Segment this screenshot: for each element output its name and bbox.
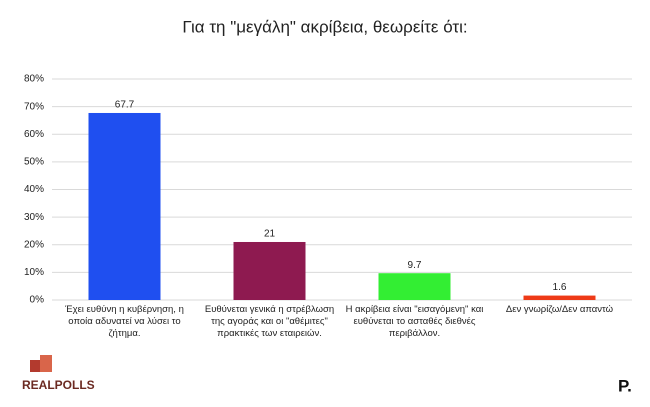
logo-block: [40, 355, 52, 372]
y-tick-label: 70%: [24, 101, 44, 112]
value-label: 1.6: [553, 282, 567, 293]
x-tick-label: Έχει ευθύνη η κυβέρνηση, η οποία αδυνατε…: [65, 304, 184, 339]
value-label: 21: [264, 229, 276, 240]
x-tick-label: Δεν γνωρίζω/Δεν απαντώ: [505, 304, 614, 315]
category-label-box: Η ακρίβεια είναι "εισαγόμενη" και ευθύνε…: [345, 304, 484, 339]
logo-left: REALPOLLS: [22, 355, 95, 392]
bar: [378, 273, 451, 300]
y-tick-label: 80%: [24, 74, 44, 85]
logo-right: P.: [618, 376, 632, 395]
value-label: 67.7: [115, 100, 135, 111]
y-tick-label: 0%: [30, 295, 45, 306]
category-label-box: Ευθύνεται γενικά η στρέβλωση της αγοράς …: [204, 304, 335, 339]
chart-title: Για τη "μεγάλη" ακρίβεια, θεωρείτε ότι:: [182, 17, 467, 36]
x-tick-label: Ευθύνεται γενικά η στρέβλωση της αγοράς …: [204, 304, 335, 339]
y-tick-label: 50%: [24, 157, 44, 168]
y-tick-label: 40%: [24, 184, 44, 195]
x-tick-label: Η ακρίβεια είναι "εισαγόμενη" και ευθύνε…: [345, 304, 484, 339]
bar: [88, 112, 161, 300]
bar: [523, 295, 596, 300]
category-label-box: Έχει ευθύνη η κυβέρνηση, η οποία αδυνατε…: [65, 304, 184, 339]
value-label: 9.7: [408, 260, 422, 271]
logo-text: REALPOLLS: [22, 378, 95, 392]
y-tick-label: 20%: [24, 239, 44, 250]
bar: [233, 241, 306, 300]
logo-block: [30, 360, 42, 372]
y-tick-label: 60%: [24, 129, 44, 140]
y-tick-label: 10%: [24, 267, 44, 278]
y-tick-label: 30%: [24, 212, 44, 223]
category-label-box: Δεν γνωρίζω/Δεν απαντώ: [505, 304, 614, 315]
